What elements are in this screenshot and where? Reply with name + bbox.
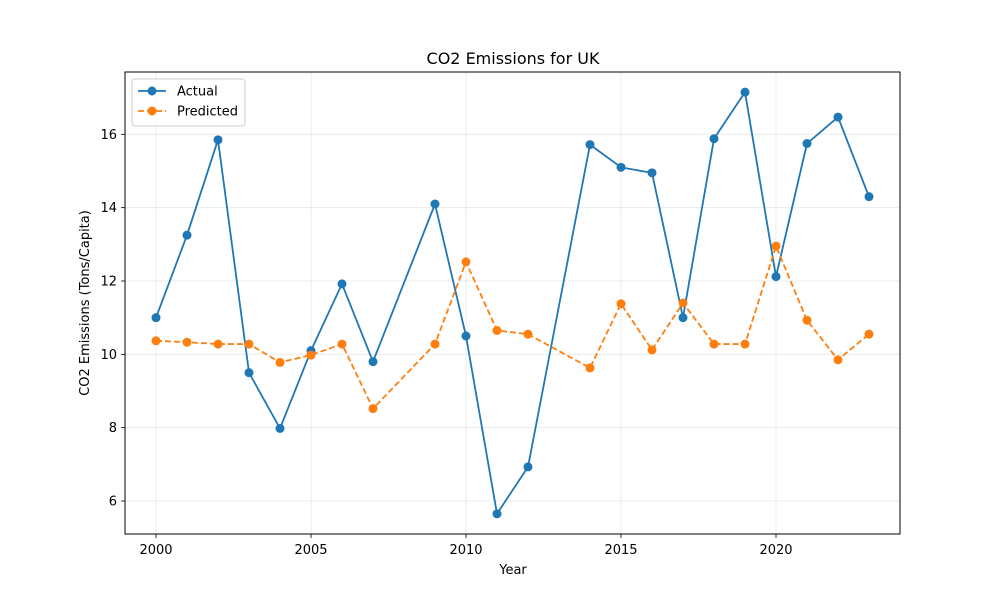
data-point-predicted (275, 357, 285, 367)
data-point-actual (740, 87, 750, 97)
data-point-actual (337, 279, 347, 289)
data-point-actual (430, 199, 440, 209)
y-tick-label: 10 (100, 348, 117, 363)
data-point-predicted (368, 404, 378, 414)
data-point-actual (802, 139, 812, 148)
data-point-predicted (740, 339, 750, 349)
data-point-actual (833, 112, 843, 122)
legend-marker (147, 86, 157, 96)
data-point-predicted (151, 336, 161, 346)
legend-marker (147, 106, 157, 116)
data-point-predicted (182, 337, 192, 347)
grid (125, 72, 900, 534)
data-point-predicted (802, 315, 812, 325)
data-point-predicted (678, 298, 688, 308)
data-point-actual (647, 168, 657, 178)
series-predicted (151, 241, 874, 414)
chart-title: CO2 Emissions for UK (427, 49, 600, 68)
data-point-predicted (461, 257, 471, 267)
data-point-actual (244, 368, 254, 378)
x-tick-label: 2020 (759, 543, 792, 558)
data-point-predicted (306, 350, 316, 360)
x-tick-label: 2015 (604, 543, 637, 558)
x-tick-label: 2005 (294, 543, 327, 558)
data-point-predicted (647, 345, 657, 355)
data-point-predicted (244, 339, 254, 349)
data-point-actual (709, 134, 719, 144)
legend-label: Actual (177, 85, 218, 100)
y-tick-label: 8 (109, 421, 117, 436)
legend-item-predicted: Predicted (138, 105, 238, 120)
data-point-predicted (213, 339, 223, 349)
data-point-actual (368, 357, 378, 367)
data-point-actual (151, 313, 161, 323)
data-point-actual (616, 162, 626, 172)
y-tick-label: 6 (109, 495, 117, 510)
data-point-actual (771, 272, 781, 282)
x-tick-label: 2010 (449, 543, 482, 558)
data-point-actual (461, 331, 471, 341)
data-point-predicted (492, 326, 502, 335)
data-point-actual (182, 230, 192, 240)
legend: Actual Predicted (131, 78, 246, 127)
data-point-predicted (337, 339, 347, 349)
y-axis-title: CO2 Emissions (Tons/Capita) (78, 210, 93, 396)
data-point-predicted (833, 355, 843, 365)
legend-label: Predicted (177, 105, 238, 120)
data-point-actual (864, 192, 874, 202)
data-point-actual (492, 509, 502, 519)
y-tick-label: 14 (100, 201, 117, 216)
plot-frame (124, 71, 901, 535)
y-tick-label: 16 (100, 128, 117, 143)
series-line-predicted (155, 245, 870, 410)
data-point-predicted (709, 339, 719, 349)
series-line-actual (155, 91, 870, 515)
x-tick-label: 2000 (139, 543, 172, 558)
data-point-predicted (771, 241, 781, 251)
y-tick-label: 12 (100, 275, 117, 290)
data-point-predicted (616, 299, 626, 309)
data-point-actual (678, 313, 688, 323)
data-point-actual (275, 423, 285, 433)
data-point-predicted (864, 329, 874, 339)
legend-item-actual: Actual (138, 85, 218, 100)
data-point-predicted (523, 329, 533, 339)
data-point-actual (523, 462, 533, 472)
data-point-actual (213, 135, 223, 145)
data-point-actual (585, 140, 595, 150)
data-point-predicted (585, 363, 595, 373)
y-axis: 6 8 10 12 14 16 (100, 128, 125, 510)
x-axis-title: Year (498, 563, 527, 578)
series-layer (151, 87, 874, 519)
data-point-predicted (430, 339, 440, 349)
x-axis: 2000 2005 2010 2015 2020 (139, 534, 793, 558)
